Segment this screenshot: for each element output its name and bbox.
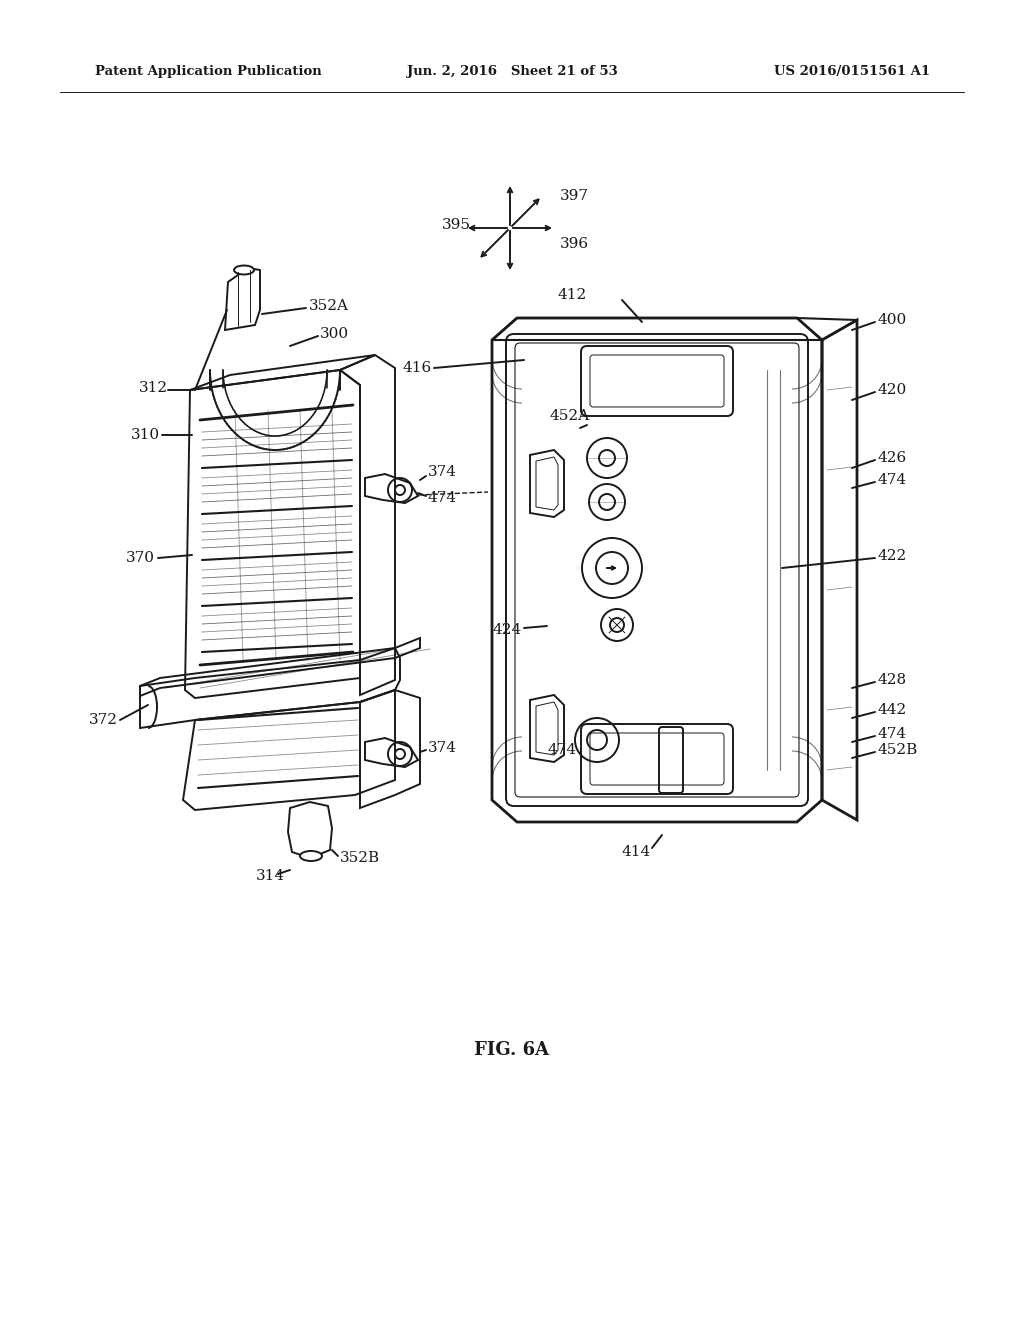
Ellipse shape xyxy=(300,851,322,861)
Text: US 2016/0151561 A1: US 2016/0151561 A1 xyxy=(774,66,930,78)
Text: 352A: 352A xyxy=(309,300,349,313)
Text: 395: 395 xyxy=(442,218,471,232)
Text: 474: 474 xyxy=(428,491,457,506)
Text: 412: 412 xyxy=(557,288,587,302)
Text: 300: 300 xyxy=(319,327,349,341)
Text: 474: 474 xyxy=(877,727,906,741)
Text: 426: 426 xyxy=(877,451,906,465)
Text: 397: 397 xyxy=(560,189,589,203)
Text: 422: 422 xyxy=(877,549,906,564)
Text: 310: 310 xyxy=(131,428,160,442)
Text: 372: 372 xyxy=(89,713,118,727)
Text: 370: 370 xyxy=(126,550,155,565)
Text: Patent Application Publication: Patent Application Publication xyxy=(95,66,322,78)
Text: 452B: 452B xyxy=(877,743,918,756)
Text: 424: 424 xyxy=(493,623,522,638)
Text: 414: 414 xyxy=(622,845,651,859)
Text: 420: 420 xyxy=(877,383,906,397)
Text: 352B: 352B xyxy=(340,851,380,865)
Ellipse shape xyxy=(234,265,254,275)
Text: 474: 474 xyxy=(547,743,577,756)
Text: 312: 312 xyxy=(139,381,168,395)
Text: 474: 474 xyxy=(877,473,906,487)
Text: 428: 428 xyxy=(877,673,906,686)
Text: 452A: 452A xyxy=(550,409,590,422)
Text: 442: 442 xyxy=(877,704,906,717)
Text: 374: 374 xyxy=(428,465,457,479)
Text: Jun. 2, 2016   Sheet 21 of 53: Jun. 2, 2016 Sheet 21 of 53 xyxy=(407,66,617,78)
Text: FIG. 6A: FIG. 6A xyxy=(474,1041,550,1059)
Text: 396: 396 xyxy=(560,238,589,251)
Text: 314: 314 xyxy=(255,869,285,883)
Text: 400: 400 xyxy=(877,313,906,327)
Text: 374: 374 xyxy=(428,741,457,755)
Text: 416: 416 xyxy=(402,360,432,375)
